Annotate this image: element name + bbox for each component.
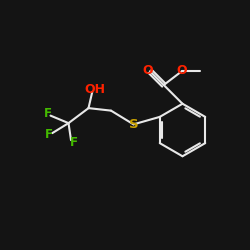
Text: OH: OH: [84, 84, 105, 96]
Text: O: O: [176, 64, 187, 76]
Text: F: F: [44, 107, 52, 120]
Text: F: F: [45, 128, 53, 141]
Text: S: S: [129, 118, 138, 131]
Text: O: O: [143, 64, 153, 76]
Text: F: F: [70, 136, 78, 149]
